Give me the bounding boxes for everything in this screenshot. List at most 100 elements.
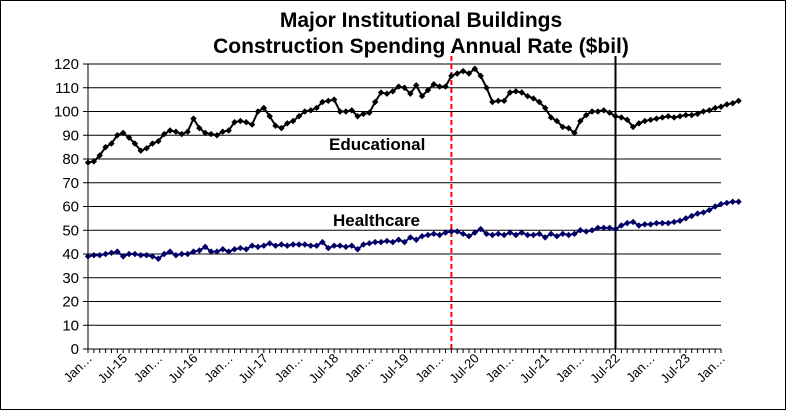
y-tick-label: 70 [62,175,79,192]
healthcare-point [307,242,314,249]
y-tick-label: 0 [71,341,79,358]
educational-point [483,84,490,91]
healthcare-point [711,203,719,210]
reference-lines [450,56,617,349]
y-tick-label: 50 [62,222,79,239]
healthcare-point [366,240,373,247]
educational-point [413,82,420,89]
healthcare-point [618,222,625,229]
healthcare-point [219,246,227,253]
x-tick-label: Jul-16 [165,351,201,387]
healthcare-point [96,251,103,259]
healthcare-point [530,231,537,239]
healthcare-point [342,243,350,251]
healthcare-point [500,231,508,239]
educational-point [618,114,625,121]
educational-point [301,108,309,115]
healthcare-point [360,241,367,248]
educational-point [184,128,191,135]
healthcare-point [553,232,561,240]
healthcare-point [313,242,320,249]
healthcare-point [289,241,297,248]
healthcare-point [196,247,203,254]
healthcare-point [665,219,672,227]
educational-point [166,127,174,134]
educational-point [559,123,566,131]
healthcare-point [90,251,98,259]
educational-point [518,89,525,96]
healthcare-point [231,246,238,253]
healthcare-point [407,234,414,241]
healthcare-point [454,228,461,235]
healthcare-point [670,218,678,226]
healthcare-point [424,231,432,239]
healthcare-point [319,238,326,246]
educational-point [371,98,379,106]
educational-point [682,111,690,119]
x-tick-label: Jul-17 [235,351,271,387]
healthcare-point [178,250,185,258]
healthcare-point [225,248,232,255]
educational-point [418,92,426,100]
healthcare-point [254,243,262,251]
educational-point [506,89,514,96]
x-tick-label: Jan… [201,351,236,386]
educational-point [711,104,719,112]
healthcare-point [594,224,602,232]
healthcare-point [629,218,637,226]
educational-point [577,117,584,125]
educational-point [729,99,736,107]
educational-point [102,143,109,151]
healthcare-point [729,198,736,205]
x-tick-label: Jul-21 [517,351,553,387]
healthcare-point [202,243,209,251]
y-tick-label: 80 [62,151,79,168]
educational-point [495,97,502,105]
x-tick-label: Jul-22 [587,351,623,387]
healthcare-point [606,224,613,232]
educational-point [149,140,156,147]
healthcare-point [137,251,144,259]
x-tick-label: Jan… [342,351,377,386]
healthcare-point [377,238,385,246]
healthcare-point [436,231,443,239]
healthcare-point [272,242,279,249]
healthcare-point [108,249,115,257]
educational-point [219,128,227,135]
x-tick-label: Jan… [271,351,306,386]
educational-point [665,113,672,120]
y-tick-label: 30 [62,270,79,287]
educational-point [606,109,613,116]
healthcare-point [401,238,408,246]
healthcare-point [155,255,162,262]
healthcare-point [624,219,631,227]
healthcare-point [559,230,566,238]
y-axis-ticks: 0 10 20 30 40 50 60 70 80 90 100 110 120 [54,56,88,358]
healthcare-point [278,241,285,248]
healthcare-point [459,230,467,238]
healthcare-point [647,221,654,228]
educational-point [688,111,695,119]
healthcare-point [495,230,502,238]
educational-point [131,140,139,147]
healthcare-point [383,237,391,245]
educational-point [635,120,643,127]
educational-point [125,134,133,141]
healthcare-point [330,242,338,249]
educational-point [172,128,180,135]
educational-line [87,67,739,164]
healthcare-point [600,224,607,232]
educational-point [196,124,203,132]
y-tick-label: 10 [62,317,79,334]
x-tick-label: Jul-19 [376,351,412,387]
educational-point [436,83,443,90]
educational-point [477,72,484,80]
educational-point [653,115,660,122]
educational-point [706,107,713,114]
educational-point [202,129,209,137]
educational-point [237,117,244,125]
healthcare-point [506,229,514,236]
x-tick-label: Jan… [482,351,517,386]
educational-point [454,70,461,77]
educational-point [289,117,297,125]
